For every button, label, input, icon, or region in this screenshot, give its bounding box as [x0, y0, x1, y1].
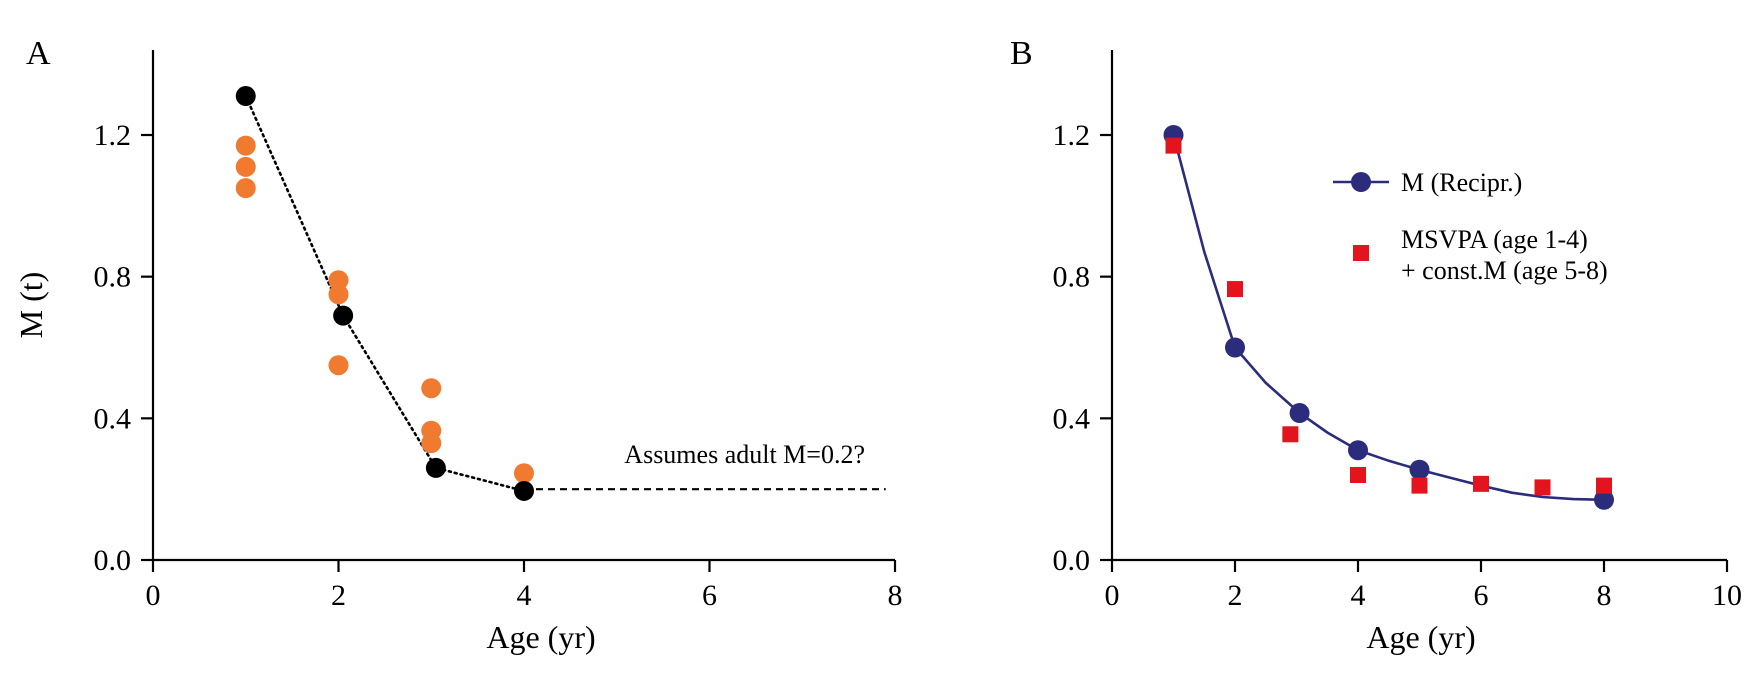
- legend-label-msvpa-line1: MSVPA (age 1-4): [1401, 225, 1588, 254]
- legend-label-msvpa-line2: + const.M (age 5-8): [1401, 256, 1608, 285]
- panel-b: B Age (yr) 0 2 4 6 8 10 0.0 0.4 0.8 1.2 M (Recipr…: [1010, 35, 1742, 655]
- panel-b-axes: 0 2 4 6 8 10 0.0 0.4 0.8 1.2: [1053, 50, 1742, 612]
- data-point: [421, 433, 442, 454]
- data-point: [1411, 477, 1428, 494]
- x-tick-label: 8: [1597, 579, 1612, 612]
- x-tick-label: 6: [1474, 579, 1489, 612]
- data-point: [328, 355, 349, 376]
- data-point: [1596, 477, 1612, 494]
- x-tick-label: 4: [1351, 579, 1366, 612]
- y-tick-label: 1.2: [1053, 119, 1091, 152]
- panel-a-x-axis-label: Age (yr): [486, 619, 595, 655]
- data-point: [514, 463, 534, 484]
- x-tick-label: 8: [888, 579, 903, 612]
- panel-a-points: [235, 86, 534, 501]
- panel-b-x-axis-label: Age (yr): [1366, 619, 1475, 655]
- y-tick-label: 0.0: [94, 544, 132, 577]
- data-point: [1348, 440, 1368, 461]
- data-point: [328, 284, 349, 305]
- data-point: [235, 178, 256, 199]
- data-point: [1594, 489, 1614, 510]
- x-tick-label: 0: [1105, 579, 1120, 612]
- data-point: [1165, 137, 1182, 154]
- y-tick-label: 0.8: [1053, 261, 1091, 294]
- panel-a-lines: [244, 94, 886, 493]
- data-point: [235, 86, 256, 107]
- data-point: [1227, 281, 1243, 298]
- y-tick-label: 0.8: [94, 261, 132, 294]
- x-tick-label: 0: [146, 579, 161, 612]
- y-tick-label: 0.4: [1053, 402, 1091, 435]
- data-point: [514, 480, 534, 501]
- y-tick-label: 0.4: [94, 402, 132, 435]
- data-point: [421, 378, 442, 399]
- x-tick-label: 10: [1712, 579, 1742, 612]
- data-point: [328, 270, 349, 291]
- y-tick-label: 0.0: [1053, 544, 1091, 577]
- panel-a-y-axis-label: M (t): [13, 272, 49, 339]
- panel-a: A M (t) Age (yr) Assumes adult M=0.2? 0 2…: [13, 35, 903, 655]
- data-point: [333, 305, 354, 326]
- panel-a-annotation: Assumes adult M=0.2?: [624, 440, 865, 469]
- panel-a-letter: A: [26, 35, 51, 72]
- data-point: [1225, 337, 1245, 358]
- legend-marker-m-recipr: [1351, 172, 1371, 192]
- x-tick-label: 2: [1228, 579, 1243, 612]
- panel-b-letter: B: [1010, 35, 1033, 72]
- x-tick-label: 2: [331, 579, 346, 612]
- panel-b-legend: M (Recipr.) MSVPA (age 1-4) + const.M (a…: [1333, 168, 1608, 285]
- panel-b-lines: [1172, 134, 1605, 502]
- panel-a-axes: 0 2 4 6 8 0.0 0.4 0.8 1.2: [94, 50, 903, 612]
- legend-label-m-recipr: M (Recipr.): [1401, 168, 1522, 197]
- y-tick-label: 1.2: [94, 119, 132, 152]
- data-point: [425, 457, 446, 478]
- data-point: [1409, 459, 1430, 480]
- legend-marker-msvpa: [1353, 245, 1369, 261]
- data-point: [1473, 475, 1489, 492]
- data-point: [1350, 467, 1366, 483]
- data-point: [1282, 426, 1299, 443]
- series-line: [244, 94, 526, 493]
- x-tick-label: 6: [702, 579, 717, 612]
- data-point: [1534, 479, 1551, 496]
- panel-b-points: [1163, 125, 1614, 510]
- data-point: [1289, 403, 1310, 424]
- data-point: [235, 156, 256, 177]
- data-point: [235, 135, 256, 156]
- series-line: [1172, 134, 1605, 502]
- x-tick-label: 4: [517, 579, 532, 612]
